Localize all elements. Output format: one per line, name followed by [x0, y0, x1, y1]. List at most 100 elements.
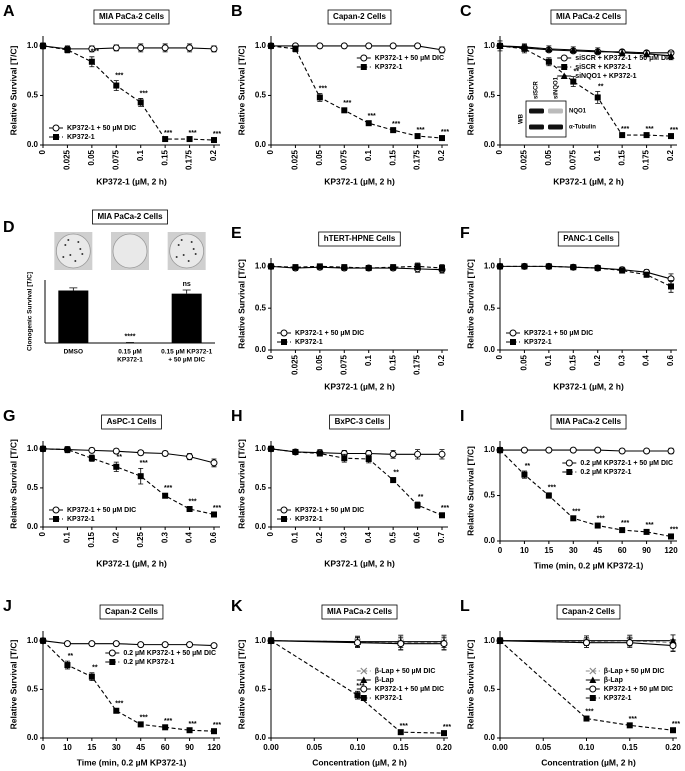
marker: [186, 506, 193, 513]
series-line: [500, 449, 671, 452]
title-box: [327, 9, 392, 25]
x-tick-label: 15: [544, 546, 553, 555]
legend-label: KP372-1: [524, 339, 552, 346]
marker: [268, 263, 274, 270]
marker: [414, 42, 422, 50]
x-tick-label: 0.05: [315, 149, 324, 165]
series-line: [499, 640, 674, 644]
legend-marker: [510, 339, 516, 345]
significance: **: [68, 653, 74, 660]
marker: [439, 265, 445, 272]
marker: [88, 673, 95, 680]
panel-letter: L: [460, 598, 470, 615]
marker: [619, 132, 626, 139]
marker: [521, 263, 528, 270]
inset-lane-label: siSCR: [534, 81, 540, 99]
y-axis-label: Relative Survival [T/C]: [236, 45, 246, 135]
marker: [414, 450, 422, 458]
x-tick-label: 0.4: [185, 531, 194, 543]
x-tick-label: 0.4: [364, 531, 373, 543]
significance: ***: [441, 129, 449, 136]
x-tick-label: 0.1: [544, 354, 553, 366]
inset-box: [525, 100, 567, 138]
x-tick-label: 0: [266, 354, 275, 359]
marker: [268, 445, 274, 452]
marker: [668, 133, 674, 140]
x-tick-label: 0.2: [437, 149, 446, 161]
significance: ***: [443, 724, 451, 731]
series-line: [42, 640, 215, 647]
x-tick-label: 0.2: [593, 354, 602, 366]
x-tick-label: 0: [495, 149, 504, 154]
x-tick-label: 30: [569, 546, 578, 555]
marker: [40, 637, 46, 644]
title-box: [329, 414, 390, 430]
marker: [626, 722, 633, 729]
panel-letter: G: [3, 408, 15, 425]
panel-title: hTERT-HPNE Cells: [324, 234, 396, 243]
colony: [67, 239, 70, 241]
legend-label: β-Lap + 50 µM DIC: [375, 668, 436, 675]
significance: ***: [441, 505, 449, 512]
significance: ***: [548, 485, 556, 492]
series-line: [500, 265, 672, 287]
marker: [439, 512, 445, 519]
marker: [570, 515, 577, 522]
series-line: [270, 45, 443, 139]
marker: [667, 52, 675, 59]
marker: [545, 58, 552, 65]
marker: [316, 263, 323, 270]
marker: [390, 264, 397, 271]
series-line: [499, 45, 671, 54]
legend-marker: [566, 469, 573, 475]
x-tick-label: 0: [498, 546, 503, 555]
legend-marker: [281, 339, 287, 345]
legend-label: KP372-1 + 50 µM DIC: [375, 55, 444, 62]
legend-label: KP372-1 + 50 µM DIC: [67, 125, 136, 132]
marker: [316, 42, 324, 50]
legend-marker: [108, 649, 116, 657]
y-tick-label: 1.0: [27, 636, 39, 645]
series-line: [42, 448, 215, 464]
significance: **: [598, 83, 604, 90]
marker: [497, 447, 503, 454]
panel-letter: H: [231, 408, 243, 425]
marker: [137, 721, 144, 728]
marker: [64, 46, 71, 53]
marker: [186, 44, 194, 52]
marker: [88, 446, 96, 454]
marker: [570, 264, 577, 271]
marker: [63, 640, 71, 648]
legend-marker: [589, 676, 597, 683]
inset-band-label: α-Tubulin: [569, 125, 596, 131]
series-line: [499, 640, 674, 647]
y-tick-label: 0.0: [27, 140, 39, 149]
y-axis-label: Relative Survival [T/C]: [8, 45, 18, 135]
colony: [64, 244, 67, 246]
y-axis-label: Relative Survival [T/C]: [236, 439, 246, 529]
x-tick-label: 0.1: [291, 531, 300, 543]
significance: ***: [670, 127, 678, 134]
legend-marker: [589, 667, 597, 675]
significance: ***: [645, 522, 653, 529]
colony: [187, 260, 190, 262]
y-tick-label: 1.0: [27, 444, 39, 453]
marker: [440, 640, 448, 648]
marker: [161, 450, 169, 458]
marker: [137, 641, 145, 649]
legend-marker: [560, 54, 568, 62]
series-line: [42, 448, 215, 516]
significance: ***: [140, 460, 148, 467]
title-box: [93, 9, 170, 25]
blot-band: [529, 124, 544, 130]
x-tick-label: 0.025: [291, 149, 300, 170]
marker: [340, 42, 348, 50]
y-axis-label: Relative Survival [T/C]: [8, 439, 18, 529]
x-tick-label: 0.2: [111, 531, 120, 543]
x-tick-label: 0.05: [306, 743, 322, 752]
legend-marker: [109, 659, 116, 665]
marker: [292, 448, 299, 455]
inset-lane-label: siNQO1: [554, 76, 560, 99]
marker: [626, 639, 634, 647]
significance: ***: [164, 130, 172, 137]
